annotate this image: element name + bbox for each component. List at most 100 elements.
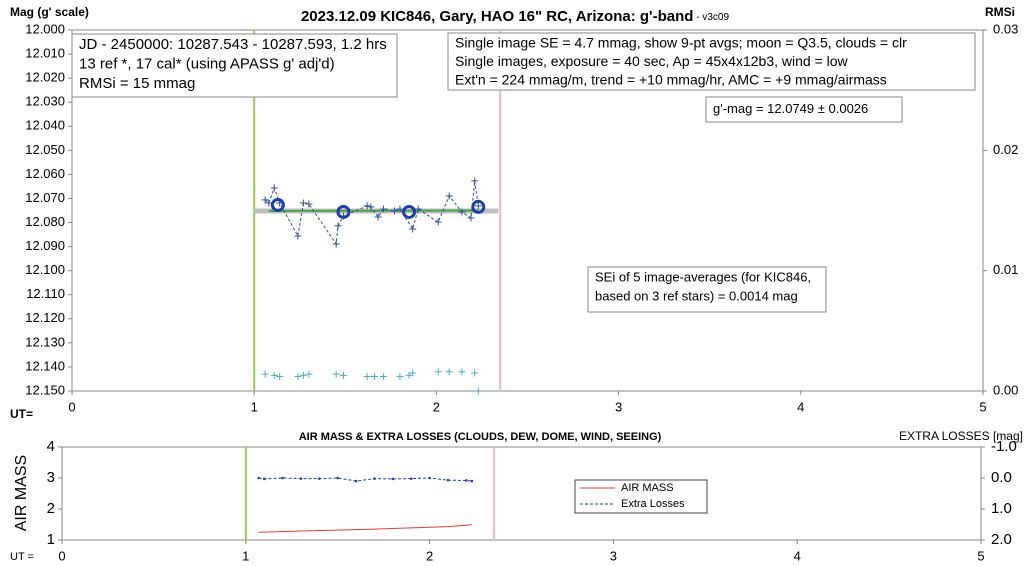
y-tick-label: 12.070 xyxy=(25,190,65,205)
y-tick-label: 12.150 xyxy=(25,382,65,397)
y-tick-label: 2 xyxy=(47,500,55,517)
point-marker xyxy=(281,476,284,480)
point-marker xyxy=(390,207,398,215)
point-marker xyxy=(373,477,376,480)
point-marker xyxy=(470,479,474,483)
y-tick-label: 12.040 xyxy=(25,118,65,133)
x-axis-title: UT = xyxy=(10,551,34,563)
point-marker xyxy=(434,218,442,226)
x-tick-label: 4 xyxy=(794,548,801,563)
title-text: AIR MASS & EXTRA LOSSES (CLOUDS, DEW, DO… xyxy=(299,431,662,443)
y-tick-label: 12.080 xyxy=(25,214,65,229)
point-marker xyxy=(276,373,284,381)
point-marker xyxy=(261,196,269,204)
point-marker xyxy=(396,205,404,213)
y-tick-label: 12.100 xyxy=(25,262,65,277)
legend-box xyxy=(574,479,708,514)
point-marker xyxy=(474,387,482,395)
y-tick-label: 12.120 xyxy=(25,310,65,325)
point-marker xyxy=(305,200,313,208)
point-marker xyxy=(270,184,278,192)
title-suffix: - v3c09 xyxy=(693,12,729,23)
annotation-text: Single images, exposure = 40 sec, Ap = 4… xyxy=(455,53,849,69)
annotation-box xyxy=(71,33,398,98)
point-marker xyxy=(332,370,340,378)
point-marker xyxy=(257,476,260,480)
annotation-text: RMSi = 15 mmag xyxy=(79,75,195,92)
y-axis-title: Mag (g' scale) xyxy=(10,5,89,19)
y-tick-label: 1 xyxy=(47,531,55,548)
point-marker xyxy=(396,373,404,381)
y2-tick-label: -1.0 xyxy=(991,438,1017,455)
point-marker xyxy=(445,192,453,200)
annotation-text: JD - 2450000: 10287.543 - 10287.593, 1.2… xyxy=(79,36,387,53)
point-marker xyxy=(465,479,468,482)
y2-tick-label: 0.00 xyxy=(993,382,1018,397)
y2-tick-label: 1.0 xyxy=(991,500,1012,517)
average-marker xyxy=(471,199,486,214)
chart-title: AIR MASS & EXTRA LOSSES (CLOUDS, DEW, DO… xyxy=(299,431,662,443)
point-marker xyxy=(380,373,388,381)
point-marker xyxy=(374,213,382,221)
series-line xyxy=(258,524,472,533)
point-marker xyxy=(380,205,388,213)
point-marker xyxy=(363,373,371,381)
point-marker xyxy=(471,369,479,377)
point-marker xyxy=(474,202,482,210)
point-marker xyxy=(458,368,466,376)
annotation-text: Ext'n = 224 mmag/m, trend = +10 mmag/hr,… xyxy=(455,72,887,88)
legend-label: Extra Losses xyxy=(621,498,685,510)
average-marker xyxy=(402,204,417,219)
y-tick-label: 12.090 xyxy=(25,238,65,253)
point-marker xyxy=(445,368,453,376)
annotation-box xyxy=(705,96,903,123)
x-tick-label: 2 xyxy=(433,399,440,414)
y-tick-label: 12.140 xyxy=(25,358,65,373)
point-marker xyxy=(414,205,422,213)
chart-title: 2023.12.09 KIC846, Gary, HAO 16" RC, Ari… xyxy=(301,8,729,25)
y-tick-label: 12.020 xyxy=(25,70,65,85)
y-tick-label: 12.060 xyxy=(25,166,65,181)
series-line xyxy=(264,180,479,246)
point-marker xyxy=(391,477,395,481)
point-marker xyxy=(294,232,302,240)
point-marker xyxy=(428,476,431,480)
x-tick-label: 1 xyxy=(242,548,249,563)
point-marker xyxy=(334,222,342,230)
y2-axis-title: RMSi xyxy=(985,5,1015,19)
plot-frame xyxy=(71,29,984,392)
point-marker xyxy=(409,369,417,377)
x-tick-label: 3 xyxy=(610,548,617,563)
annotation-text: SEi of 5 image-averages (for KIC846, xyxy=(595,269,811,284)
x-tick-label: 5 xyxy=(977,548,984,563)
point-marker xyxy=(467,214,475,222)
x-tick-label: 1 xyxy=(251,399,258,414)
y2-tick-label: 2.0 xyxy=(991,531,1012,548)
x-tick-label: 5 xyxy=(979,399,986,414)
point-marker xyxy=(458,208,466,216)
annotation-box xyxy=(447,32,976,91)
point-marker xyxy=(434,368,442,376)
y2-tick-label: 0.01 xyxy=(993,262,1018,277)
x-tick-label: 2 xyxy=(426,548,433,563)
y-tick-label: 12.130 xyxy=(25,334,65,349)
point-marker xyxy=(354,479,358,483)
point-marker xyxy=(265,199,273,207)
y2-tick-label: 0.0 xyxy=(991,469,1012,486)
y-tick-label: 4 xyxy=(47,438,55,455)
point-marker xyxy=(305,370,313,378)
point-marker xyxy=(270,371,278,379)
legend-label: AIR MASS xyxy=(621,482,674,494)
point-marker xyxy=(299,477,303,480)
x-tick-label: 0 xyxy=(68,399,75,414)
y-tick-label: 12.050 xyxy=(25,142,65,157)
point-marker xyxy=(405,371,413,379)
y-tick-label: 12.010 xyxy=(25,46,65,61)
point-marker xyxy=(409,225,417,233)
average-marker xyxy=(270,197,285,212)
annotation-text: g'-mag = 12.0749 ± 0.0026 xyxy=(713,101,868,116)
point-marker xyxy=(409,477,413,480)
point-marker xyxy=(299,371,307,379)
series-line xyxy=(258,477,472,482)
